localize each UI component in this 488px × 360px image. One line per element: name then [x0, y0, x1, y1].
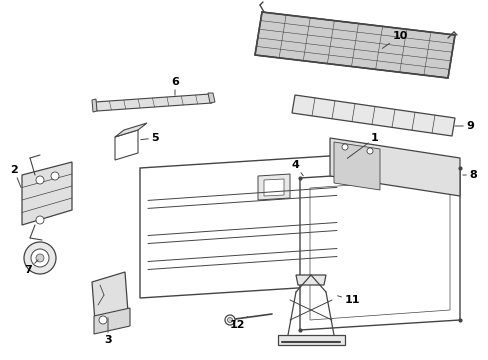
Circle shape [36, 216, 44, 224]
Circle shape [51, 172, 59, 180]
Polygon shape [299, 168, 459, 330]
Polygon shape [115, 130, 138, 160]
Polygon shape [264, 179, 284, 196]
Text: 8: 8 [462, 170, 476, 180]
Polygon shape [309, 178, 449, 320]
Polygon shape [92, 99, 97, 112]
Text: 7: 7 [24, 260, 38, 275]
Text: 4: 4 [290, 160, 303, 176]
Text: 3: 3 [104, 318, 112, 345]
Text: 11: 11 [337, 295, 359, 305]
Polygon shape [22, 162, 72, 225]
Circle shape [36, 176, 44, 184]
Polygon shape [258, 174, 289, 200]
Polygon shape [140, 155, 345, 298]
Polygon shape [115, 123, 147, 137]
Circle shape [31, 249, 49, 267]
Circle shape [24, 242, 56, 274]
Text: 2: 2 [10, 165, 21, 188]
Text: 12: 12 [229, 317, 247, 330]
Circle shape [36, 254, 44, 262]
Polygon shape [95, 94, 212, 111]
Text: 6: 6 [171, 77, 179, 95]
Circle shape [227, 318, 232, 323]
Polygon shape [295, 275, 325, 285]
Circle shape [224, 315, 235, 325]
Polygon shape [94, 308, 130, 334]
Polygon shape [278, 335, 345, 345]
Circle shape [366, 148, 372, 154]
Circle shape [341, 144, 347, 150]
Text: 1: 1 [346, 133, 378, 158]
Text: 5: 5 [141, 133, 159, 143]
Polygon shape [92, 272, 128, 322]
Polygon shape [333, 142, 379, 190]
Polygon shape [329, 138, 459, 196]
Circle shape [99, 316, 107, 324]
Polygon shape [254, 12, 454, 78]
Polygon shape [207, 93, 215, 103]
Text: 9: 9 [454, 121, 473, 131]
Text: 10: 10 [382, 31, 407, 48]
Polygon shape [291, 95, 454, 136]
